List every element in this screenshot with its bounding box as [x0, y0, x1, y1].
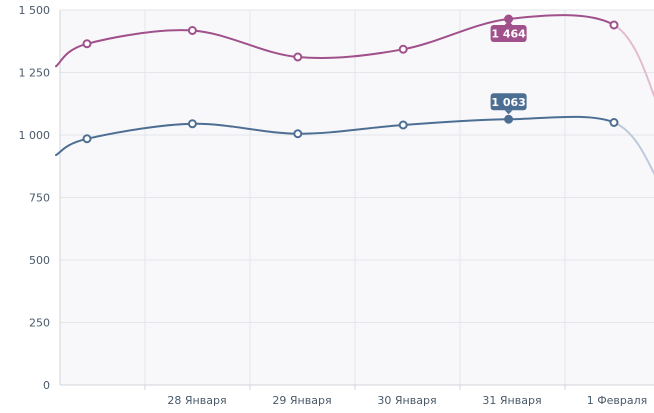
y-tick-label: 1 000 [19, 129, 51, 142]
value-badge [490, 25, 527, 42]
y-tick-label: 0 [43, 379, 50, 392]
value-badge-pointer [504, 110, 513, 115]
x-tick-label: 28 Января [167, 394, 226, 407]
data-point[interactable] [187, 26, 197, 35]
data-point[interactable] [293, 52, 303, 62]
data-point[interactable] [82, 134, 92, 144]
y-tick-label: 500 [29, 254, 50, 267]
data-point[interactable] [398, 120, 408, 130]
data-point[interactable] [504, 114, 514, 124]
data-point[interactable] [609, 20, 619, 30]
data-point[interactable] [293, 129, 303, 139]
value-badge-label: 1 063 [491, 96, 525, 109]
value-badge-label: 1 464 [491, 28, 526, 41]
grid [60, 9, 654, 386]
series-line-projection [613, 24, 654, 99]
y-tick-label: 1 250 [19, 67, 51, 80]
data-point[interactable] [82, 39, 92, 49]
value-badge [490, 93, 527, 111]
x-tick-label: 29 Января [272, 394, 331, 407]
data-point[interactable] [398, 44, 408, 54]
tick-labels: 0 250 500 750 1 000 1 250 1 500 28 Января 29 Янв… [19, 4, 648, 407]
y-tick-label: 250 [29, 317, 50, 330]
y-tick-label: 1 500 [19, 4, 51, 17]
x-tick-label: 30 Января [377, 394, 436, 407]
axes [59, 10, 654, 390]
data-markers [82, 14, 619, 144]
data-point[interactable] [187, 119, 197, 129]
x-tick-label: 31 Января [482, 394, 541, 407]
series-line-projection [613, 121, 654, 176]
value-badges: 1 464 1 063 [490, 21, 527, 115]
data-point[interactable] [609, 118, 619, 127]
x-tick-label: 1 Февраля [587, 394, 648, 407]
y-tick-label: 750 [29, 192, 50, 205]
value-badge-pointer [504, 21, 513, 25]
